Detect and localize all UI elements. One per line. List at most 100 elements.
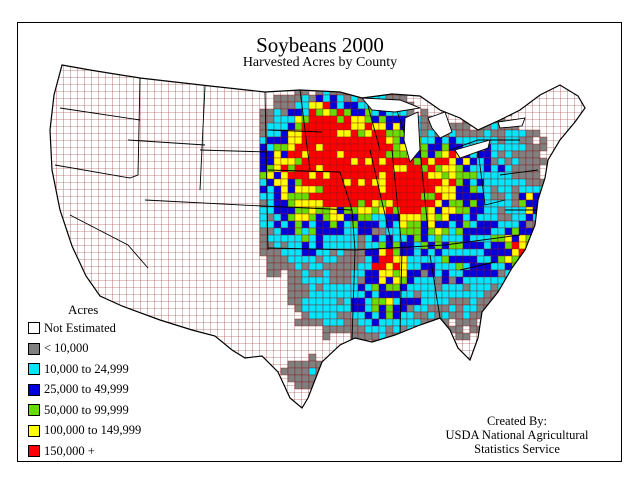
county-cell: [336, 143, 345, 152]
county-cell: [308, 262, 317, 271]
county-cell: [371, 241, 380, 250]
county-cell: [413, 157, 422, 166]
county-cell: [532, 150, 541, 159]
legend-item-under-10000: < 10,000: [28, 339, 218, 360]
county-cell: [336, 122, 345, 131]
county-cell: [357, 220, 366, 229]
county-cell: [434, 227, 443, 236]
county-cell: [294, 185, 303, 194]
county-cell: [413, 199, 422, 208]
county-cell: [287, 192, 296, 201]
county-cell: [266, 157, 275, 166]
county-cell: [399, 192, 408, 201]
county-cell: [462, 192, 471, 201]
county-cell: [511, 157, 520, 166]
county-cell: [518, 262, 527, 271]
county-cell: [273, 164, 282, 173]
county-cell: [385, 115, 394, 124]
county-cell: [441, 150, 450, 159]
county-cell: [294, 108, 303, 117]
county-cell: [329, 199, 338, 208]
county-cell: [434, 150, 443, 159]
county-cell: [371, 185, 380, 194]
county-cell: [343, 171, 352, 180]
county-cell: [371, 311, 380, 320]
county-cell: [371, 206, 380, 215]
county-cell: [392, 304, 401, 313]
county-cell: [329, 122, 338, 131]
county-cell: [441, 332, 450, 341]
county-cell: [357, 255, 366, 264]
county-cell: [266, 192, 275, 201]
county-cell: [315, 241, 324, 250]
county-cell: [273, 94, 282, 103]
county-cell: [308, 290, 317, 299]
county-cell: [329, 227, 338, 236]
county-cell: [322, 94, 331, 103]
county-cell: [301, 87, 310, 96]
county-cell: [266, 150, 275, 159]
county-cell: [399, 248, 408, 257]
county-cell: [294, 248, 303, 257]
county-cell: [455, 199, 464, 208]
county-cell: [511, 136, 520, 145]
county-cell: [434, 178, 443, 187]
county-cell: [420, 143, 429, 152]
county-cell: [441, 262, 450, 271]
county-cell: [280, 171, 289, 180]
county-cell: [322, 332, 331, 341]
county-cell: [329, 101, 338, 110]
county-cell: [336, 150, 345, 159]
county-cell: [385, 255, 394, 264]
county-cell: [378, 178, 387, 187]
county-cell: [490, 283, 499, 292]
county-cell: [343, 276, 352, 285]
county-cell: [343, 206, 352, 215]
county-cell: [364, 269, 373, 278]
county-cell: [441, 199, 450, 208]
county-cell: [301, 381, 310, 390]
county-cell: [448, 164, 457, 173]
county-cell: [483, 164, 492, 173]
county-cell: [434, 164, 443, 173]
county-cell: [511, 220, 520, 229]
county-cell: [399, 339, 408, 348]
county-cell: [476, 115, 485, 124]
county-cell: [343, 269, 352, 278]
county-cell: [476, 178, 485, 187]
county-cell: [308, 136, 317, 145]
county-cell: [350, 199, 359, 208]
county-cell: [413, 213, 422, 222]
county-cell: [273, 199, 282, 208]
county-cell: [378, 269, 387, 278]
county-cell: [301, 248, 310, 257]
county-cell: [455, 178, 464, 187]
county-cell: [336, 241, 345, 250]
county-cell: [301, 255, 310, 264]
county-cell: [308, 360, 317, 369]
county-cell: [399, 255, 408, 264]
county-cell: [455, 318, 464, 327]
county-cell: [357, 143, 366, 152]
county-cell: [525, 283, 534, 292]
county-cell: [420, 157, 429, 166]
county-cell: [406, 164, 415, 173]
county-cell: [504, 157, 513, 166]
county-cell: [280, 136, 289, 145]
county-cell: [490, 248, 499, 257]
county-cell: [336, 164, 345, 173]
county-cell: [420, 297, 429, 306]
county-cell: [476, 199, 485, 208]
county-cell: [546, 206, 555, 215]
county-cell: [434, 283, 443, 292]
county-cell: [343, 304, 352, 313]
county-cell: [385, 318, 394, 327]
county-cell: [308, 94, 317, 103]
county-cell: [532, 171, 541, 180]
county-cell: [371, 297, 380, 306]
county-cell: [329, 129, 338, 138]
county-cell: [301, 290, 310, 299]
county-cell: [294, 143, 303, 152]
county-cell: [315, 115, 324, 124]
county-cell: [308, 234, 317, 243]
